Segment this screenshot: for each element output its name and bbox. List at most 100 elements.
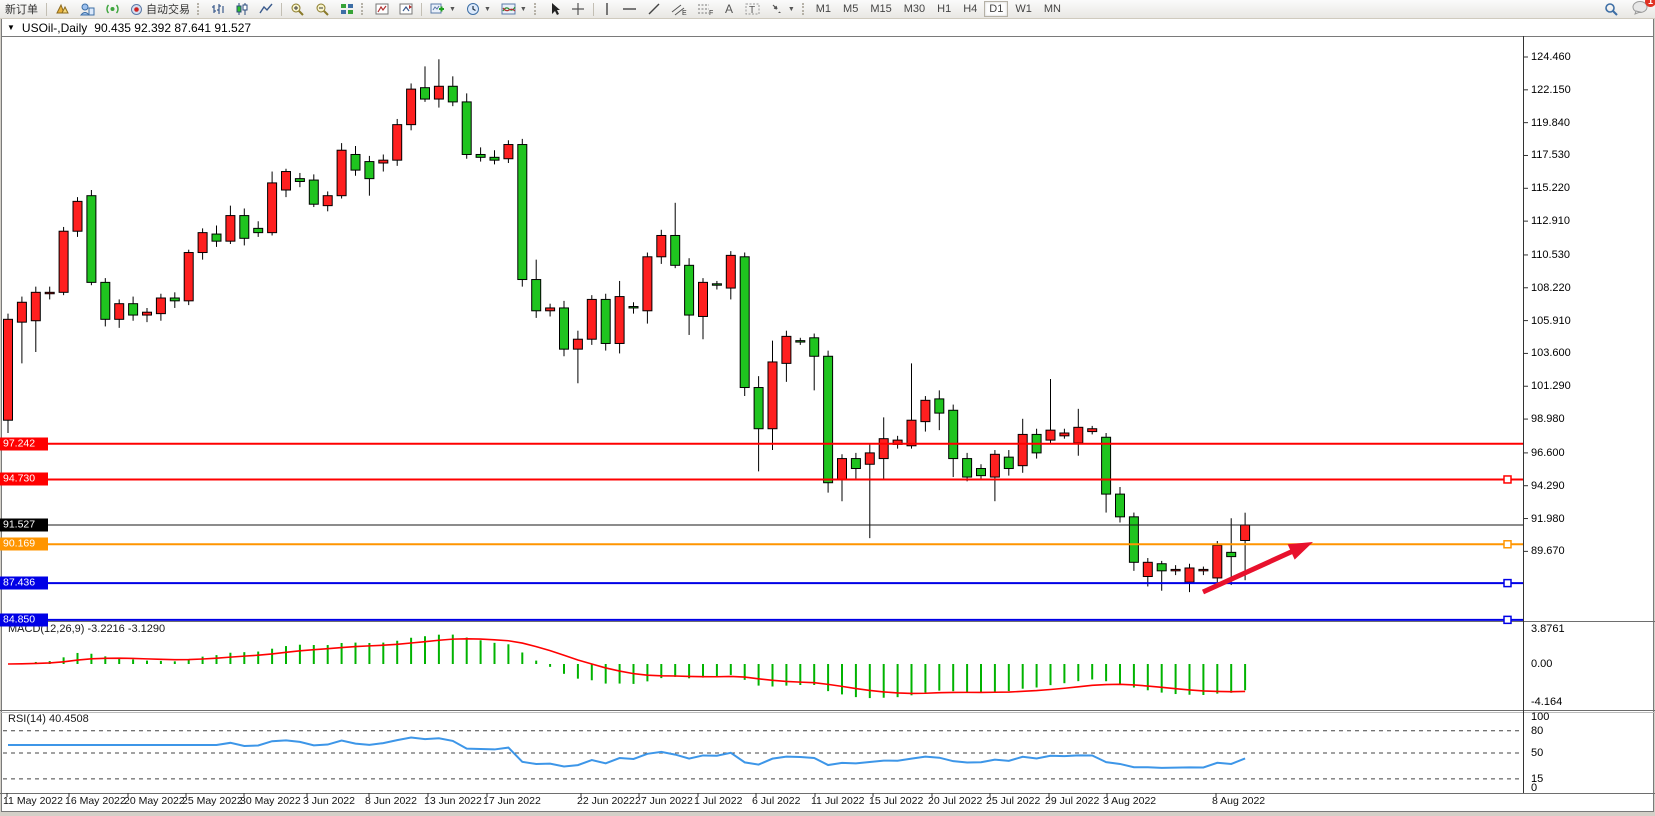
auto-trading-label: 自动交易	[146, 4, 190, 16]
toolbar-grip[interactable]	[801, 3, 809, 15]
horizontal-line-icon	[622, 8, 636, 10]
price-axis-label: 94.290	[1531, 479, 1565, 492]
search-icon	[1605, 2, 1618, 16]
zoom-in-icon	[291, 3, 304, 16]
date-axis-label: 3 Jun 2022	[303, 795, 355, 807]
dropdown-caret-icon: ▼	[449, 5, 456, 13]
notification-badge: 1	[1645, 0, 1655, 7]
zoom-in-button[interactable]	[285, 1, 310, 17]
fibonacci-tool-button[interactable]: F	[692, 1, 718, 17]
arrows-icon	[772, 4, 781, 13]
new-order-button[interactable]: 新订单	[0, 1, 43, 17]
dropdown-caret-icon: ▼	[519, 5, 527, 13]
tile-windows-icon	[341, 4, 353, 14]
date-axis-label: 22 Jun 2022	[577, 795, 635, 807]
date-axis-label: 16 May 2022	[65, 795, 126, 807]
candlestick-chart-button[interactable]	[230, 1, 254, 17]
search-button[interactable]	[1599, 1, 1624, 17]
fibonacci-icon: F	[697, 4, 713, 16]
crosshair-tool-button[interactable]	[566, 1, 590, 17]
date-axis-label: 29 Jul 2022	[1045, 795, 1100, 807]
timeframe-button-H4[interactable]: H4	[958, 1, 982, 17]
date-axis-label: 8 Jun 2022	[365, 795, 417, 807]
bar-chart-button[interactable]	[206, 1, 230, 17]
price-axis-label: 110.530	[1531, 248, 1570, 261]
timeframe-button-H1[interactable]: H1	[932, 1, 956, 17]
zoom-out-icon	[316, 3, 329, 16]
trendline-tool-button[interactable]	[642, 1, 666, 17]
price-tag-94.730: 94.730	[0, 472, 48, 486]
rsi-value: 40.4508	[48, 713, 89, 725]
price-tag-91.527: 91.527	[0, 518, 48, 532]
rsi-axis-label: 15	[1531, 773, 1544, 785]
candlestick-icon	[236, 3, 248, 15]
cursor-icon	[551, 3, 560, 15]
step-forward-button[interactable]	[394, 1, 418, 17]
toolbar-separator	[281, 2, 282, 16]
periods-button[interactable]: ▼	[461, 1, 496, 17]
price-axis-label: 117.530	[1531, 149, 1570, 162]
date-axis-label: 3 Aug 2022	[1103, 795, 1157, 807]
date-axis-label: 6 Jul 2022	[752, 795, 801, 807]
timeframes-toolbar: M1 M5 M15 M30 H1 H4 D1 W1 MN	[811, 1, 1066, 17]
line-chart-icon	[259, 3, 273, 14]
market-watch-button[interactable]	[75, 1, 100, 17]
arrows-tool-button[interactable]: ▼	[765, 1, 800, 17]
market-watch-icon	[80, 3, 95, 16]
new-order-label: 新订单	[5, 4, 38, 16]
timeframe-button-D1[interactable]: D1	[984, 1, 1009, 17]
chart-profile-button[interactable]	[50, 1, 75, 17]
line-chart-button[interactable]	[254, 1, 278, 17]
clock-icon	[466, 3, 479, 15]
toolbar-grip[interactable]	[361, 3, 368, 15]
macd-axis-label: -4.164	[1531, 696, 1563, 708]
date-axis-label: 30 May 2022	[240, 795, 301, 807]
timeframe-button-MN[interactable]: MN	[1039, 1, 1066, 17]
text-tool-button[interactable]: A	[718, 1, 740, 17]
price-axis-label: 124.460	[1531, 51, 1571, 63]
price-tag-97.242: 97.242	[0, 437, 48, 451]
toolbar-separator	[46, 2, 47, 16]
auto-trading-button[interactable]: 自动交易	[125, 1, 195, 17]
timeframe-button-M5[interactable]: M5	[838, 1, 863, 17]
vertical-line-tool-button[interactable]	[597, 1, 617, 17]
text-label-tool-button[interactable]: T	[740, 1, 765, 17]
date-axis-label: 27 Jun 2022	[635, 795, 693, 807]
date-axis-label: 25 May 2022	[182, 795, 243, 807]
toolbar-grip[interactable]	[197, 3, 204, 15]
tile-windows-button[interactable]	[335, 1, 359, 17]
cursor-tool-button[interactable]	[543, 1, 566, 17]
date-axis-label: 25 Jul 2022	[986, 795, 1041, 807]
svg-text:F: F	[709, 10, 713, 16]
signals-button[interactable]	[100, 1, 125, 17]
chart-symbol-period: USOil-,Daily	[21, 20, 88, 35]
arrange-charts-button[interactable]	[370, 1, 394, 17]
indicators-button[interactable]: ▼	[496, 1, 532, 17]
new-chart-button[interactable]: ▼	[425, 1, 461, 17]
price-tag-84.850: 84.850	[0, 613, 48, 627]
toolbar-separator	[592, 2, 594, 16]
timeframe-button-W1[interactable]: W1	[1010, 1, 1037, 17]
timeframe-button-M1[interactable]: M1	[811, 1, 836, 17]
price-axis-label: 98.980	[1531, 413, 1565, 426]
chart-dropdown-icon[interactable]: ▼	[7, 23, 15, 32]
rsi-axis-label: 50	[1531, 747, 1544, 759]
indicators-icon	[501, 3, 516, 15]
rsi-axis-label: 0	[1531, 782, 1538, 794]
price-tag-87.436: 87.436	[0, 576, 48, 590]
channel-tool-button[interactable]: E	[666, 1, 692, 17]
date-axis-label: 8 Aug 2022	[1212, 795, 1266, 807]
price-axis-label: 91.980	[1531, 512, 1565, 525]
timeframe-button-M30[interactable]: M30	[899, 1, 930, 17]
horizontal-line-tool-button[interactable]	[617, 1, 642, 17]
chart-title-bar: ▼ USOil-,Daily 90.435 92.392 87.641 91.5…	[2, 19, 1653, 37]
dropdown-caret-icon: ▼	[483, 5, 491, 13]
price-axis-label: 96.600	[1531, 446, 1565, 459]
toolbar-grip[interactable]	[533, 3, 541, 15]
timeframe-button-M15[interactable]: M15	[865, 1, 896, 17]
zoom-out-button[interactable]	[310, 1, 335, 17]
notifications-button[interactable]: 1	[1632, 0, 1655, 18]
signal-icon	[106, 4, 119, 14]
new-chart-icon	[430, 3, 444, 14]
price-axis-label: 122.150	[1531, 83, 1571, 96]
